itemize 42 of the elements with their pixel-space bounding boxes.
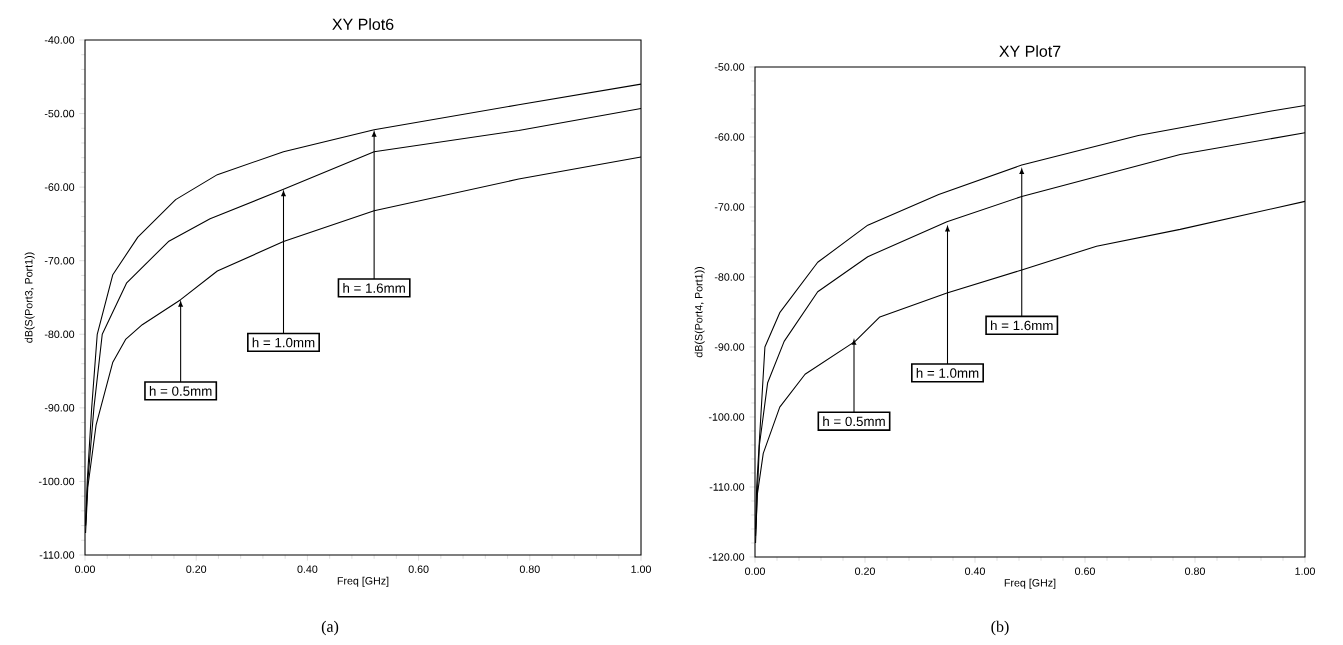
y-tick-label: -60.00 xyxy=(44,183,75,191)
x-tick-label: 0.80 xyxy=(1185,567,1205,575)
y-tick-label: -50.00 xyxy=(44,109,75,118)
y-tick-label: -90.00 xyxy=(44,404,75,412)
x-tick-label: 1.00 xyxy=(631,565,651,573)
annotation: h = 0.5mm xyxy=(823,416,885,427)
x-tick-label: 0.40 xyxy=(297,565,318,573)
y-tick-label: -100.00 xyxy=(708,413,745,421)
x-tick-label: 0.40 xyxy=(965,567,985,575)
y-tick-label: -80.00 xyxy=(714,273,745,281)
x-tick-label: 0.60 xyxy=(408,565,429,573)
annotation: h = 1.0mm xyxy=(916,367,979,378)
y-tick-label: -50.00 xyxy=(714,63,745,71)
x-tick-label: 0.00 xyxy=(75,565,95,573)
annotation: h = 1.0mm xyxy=(252,337,315,348)
annotation: h = 1.6mm xyxy=(343,283,405,293)
x-tick-label: 0.20 xyxy=(855,567,875,575)
y-axis-title: dB(S(Port4, Port1)) xyxy=(694,267,705,358)
y-tick-label: -90.00 xyxy=(714,343,745,351)
y-tick-label: -120.00 xyxy=(708,553,745,561)
annotation: h = 0.5mm xyxy=(149,386,212,396)
y-tick-label: -110.00 xyxy=(709,483,745,491)
y-axis-title: dB(S(Port3, Port1)) xyxy=(24,252,35,343)
y-tick-label: -70.00 xyxy=(44,256,75,265)
chart-title: XY Plot6 xyxy=(332,18,394,30)
y-tick-label: -80.00 xyxy=(44,330,75,339)
x-tick-label: 0.20 xyxy=(186,565,207,573)
y-tick-label: -70.00 xyxy=(714,203,745,211)
x-tick-label: 0.00 xyxy=(745,567,765,575)
x-axis-title: Freq [GHz] xyxy=(1004,578,1056,589)
y-tick-label: -110.00 xyxy=(39,551,75,559)
text: (a) xyxy=(321,620,339,636)
x-tick-label: 0.80 xyxy=(519,565,540,573)
x-tick-label: 1.00 xyxy=(1295,567,1315,575)
annotation: h = 1.6mm xyxy=(990,320,1053,331)
x-tick-label: 0.60 xyxy=(1075,567,1095,575)
x-axis-title: Freq [GHz] xyxy=(337,576,389,587)
chart-title: XY Plot7 xyxy=(999,45,1061,57)
text: (b) xyxy=(991,620,1009,636)
y-tick-label: -100.00 xyxy=(38,477,75,486)
y-tick-label: -60.00 xyxy=(714,133,745,141)
y-tick-label: -40.00 xyxy=(44,36,75,44)
